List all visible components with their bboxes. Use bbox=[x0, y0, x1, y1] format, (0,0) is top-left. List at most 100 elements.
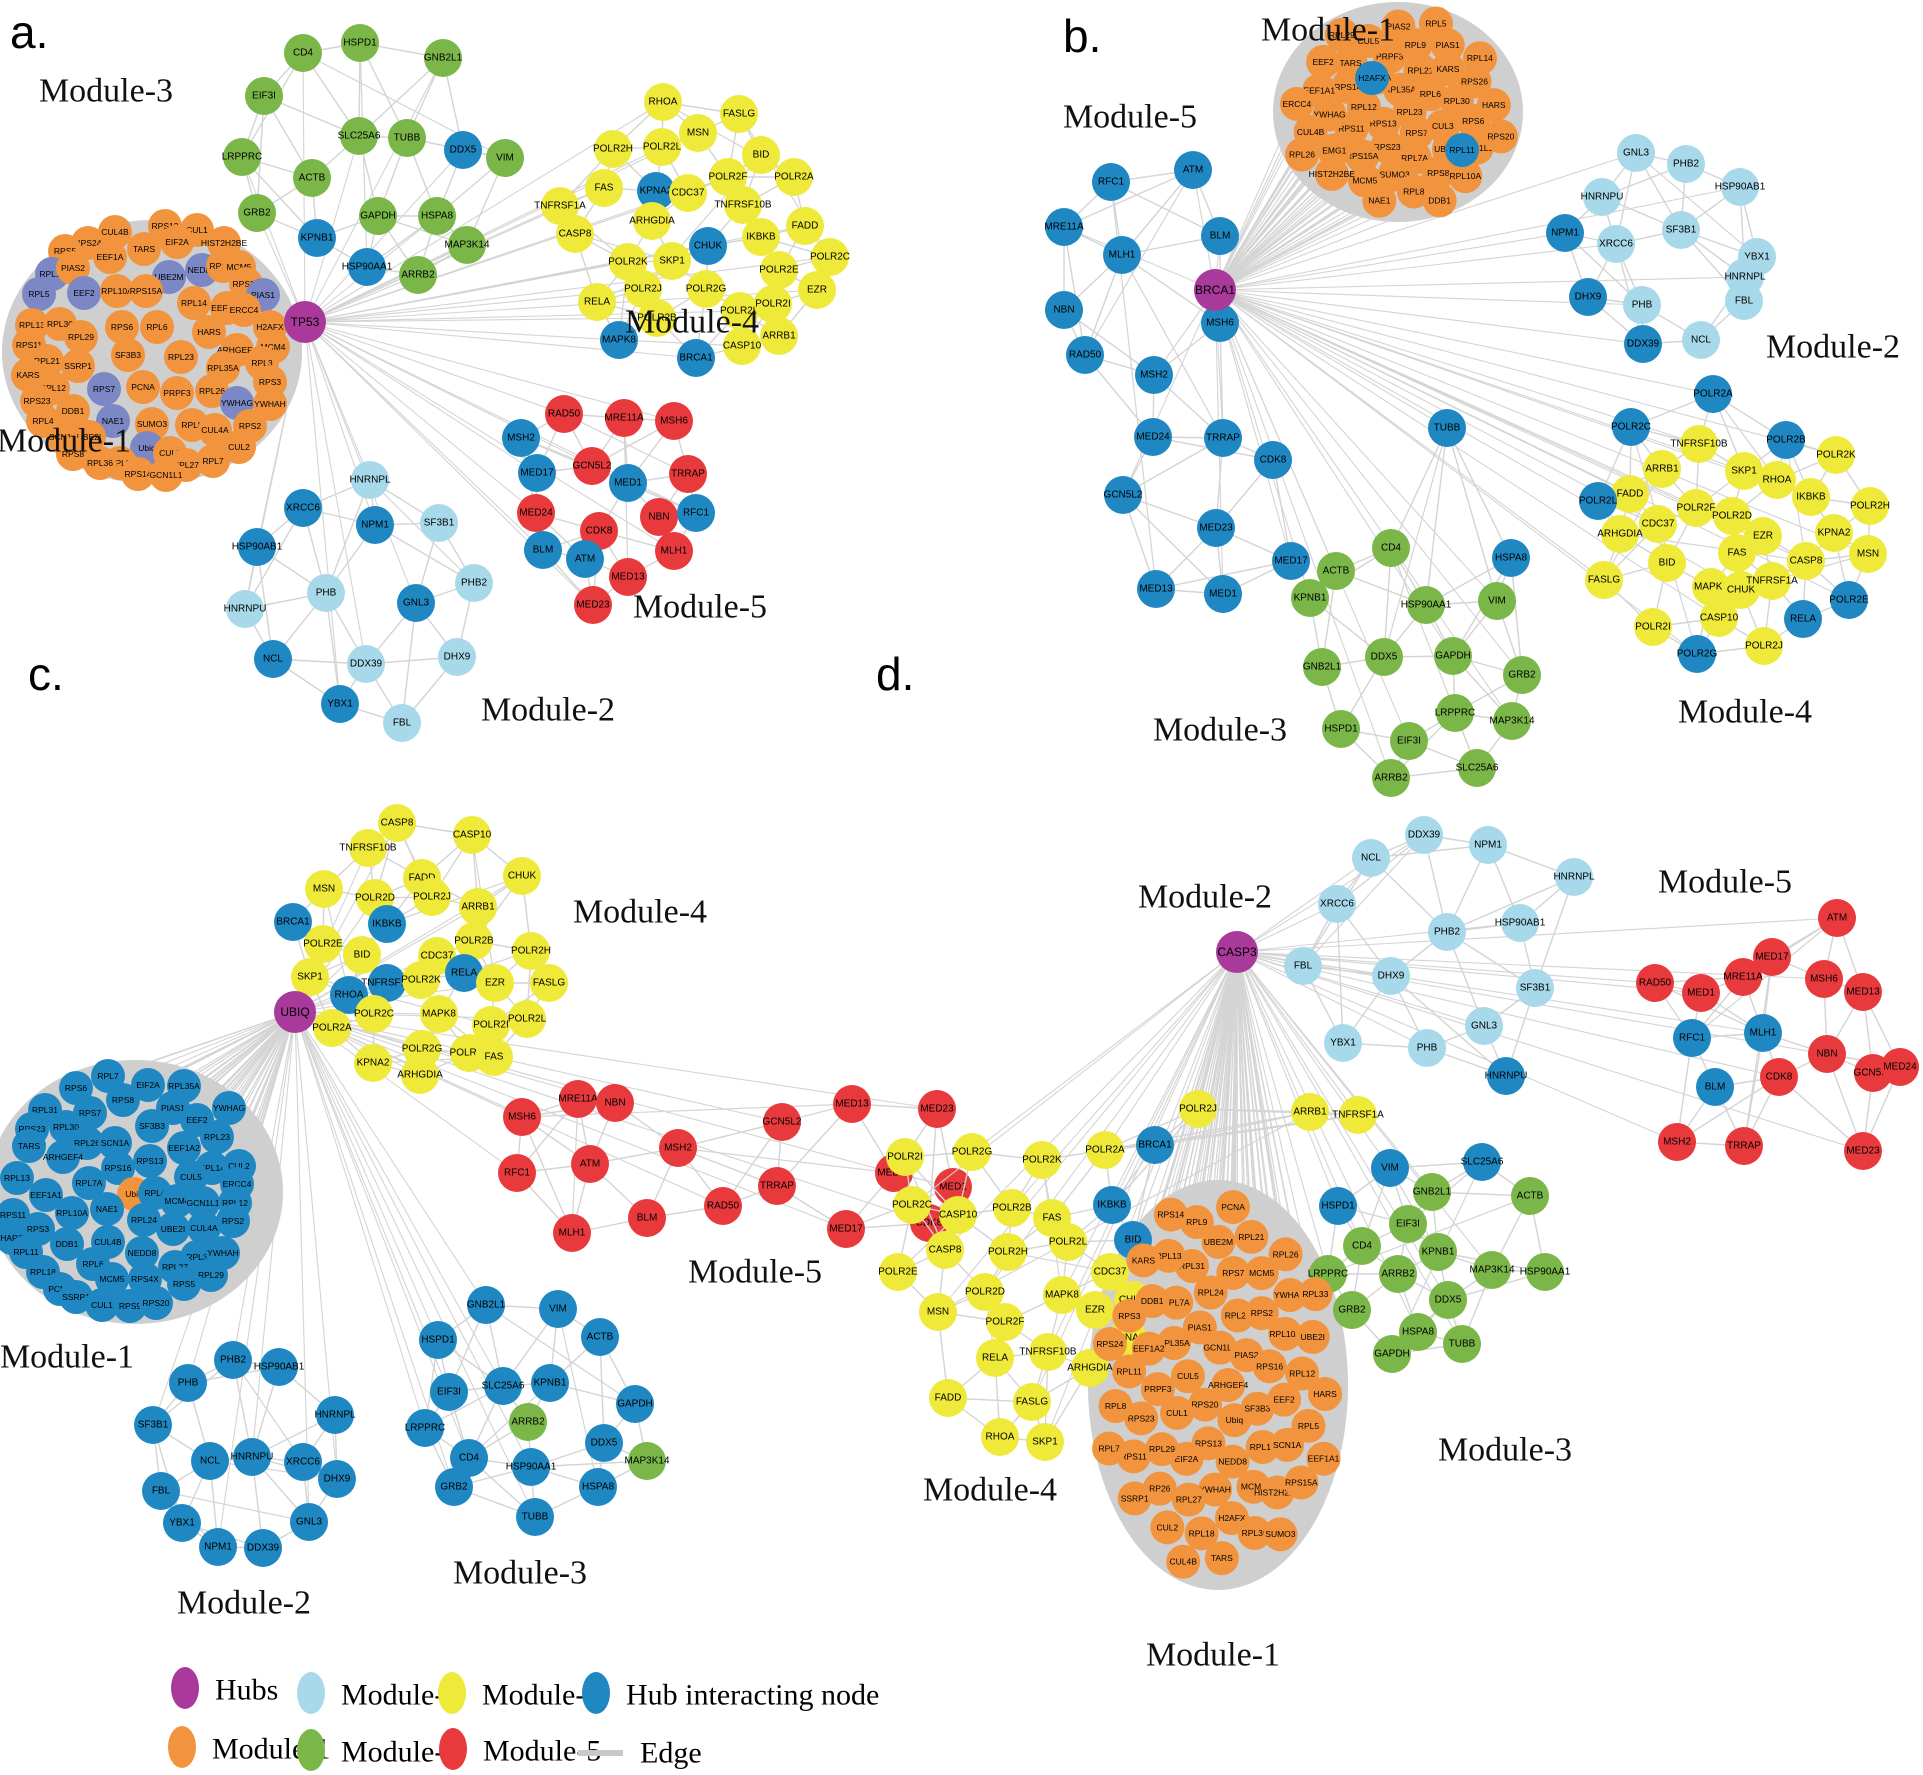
module-Module-4: CASP8 CASP10 TNFRSF10B FADD CHUK MSN POLR2D POL… bbox=[274, 804, 568, 1094]
node-UBE2I bbox=[156, 1212, 190, 1246]
hub-edge bbox=[294, 1011, 455, 1488]
node-label: DDB1 bbox=[1428, 195, 1451, 205]
node-ARRB2 bbox=[399, 256, 437, 294]
node-label: Ubiq bbox=[125, 1189, 143, 1199]
node-SF3B3 bbox=[111, 338, 145, 372]
node-label: MED1 bbox=[1209, 589, 1237, 600]
node-IKBKB bbox=[742, 218, 780, 256]
node-CUL2 bbox=[1150, 1510, 1185, 1545]
hub-edge bbox=[304, 261, 629, 323]
edge bbox=[1510, 557, 1523, 676]
legend-swatch-Module-4 bbox=[438, 1672, 466, 1714]
hub-edge bbox=[1214, 289, 1644, 345]
node-POLR2A bbox=[313, 1009, 351, 1047]
node-POLR2I bbox=[886, 1138, 924, 1176]
node-label: POLR2H bbox=[511, 946, 551, 957]
node-RPL7A bbox=[1159, 1285, 1194, 1320]
node-HARS bbox=[192, 315, 226, 349]
node-CASP8 bbox=[926, 1231, 964, 1269]
hub-edge bbox=[294, 1011, 310, 1523]
hub-edge bbox=[1214, 289, 1523, 676]
node-BID bbox=[742, 136, 780, 174]
node-HNRNPU bbox=[1487, 1057, 1525, 1095]
node-label: POLR2I bbox=[887, 1152, 923, 1163]
node-EEF1A1 bbox=[29, 1178, 63, 1212]
module-Module-3: CD4 HSPD1 GNB2L1 EIF3I SLC25A6 TUBB DDX5 VIM LRP… bbox=[222, 24, 524, 294]
node-MED23 bbox=[574, 586, 612, 624]
node-TARS bbox=[1204, 1541, 1239, 1576]
edge bbox=[1122, 437, 1224, 496]
edge bbox=[557, 1308, 599, 1488]
module-label: Module-1 bbox=[1261, 12, 1395, 49]
node-label: CASP10 bbox=[1700, 613, 1739, 624]
node-RHOA bbox=[1758, 461, 1796, 499]
node-RPS20 bbox=[1483, 119, 1518, 154]
node-CASP8 bbox=[556, 215, 594, 253]
node-label: HNRNPL bbox=[1553, 872, 1595, 883]
node-GNL3 bbox=[290, 1503, 328, 1541]
node-MED1 bbox=[1204, 575, 1242, 613]
node-CHUK bbox=[1722, 571, 1760, 609]
node-label: CDC37 bbox=[421, 951, 454, 962]
module-label: Module-3 bbox=[39, 73, 173, 110]
node-label: HARS bbox=[1482, 100, 1506, 110]
node-label: GNB2L1 bbox=[467, 1300, 506, 1311]
node-label: RPS15A bbox=[1346, 151, 1379, 161]
module-Module-2: GNL3 PHB2 HSP90AB1 HNRNPU NPM1 SF3B1 XRCC6 YBX1… bbox=[1546, 134, 1776, 363]
node-CUL2 bbox=[222, 430, 256, 464]
node-label: MLH1 bbox=[1109, 250, 1136, 261]
node-DHX9 bbox=[1569, 278, 1607, 316]
node-label: RPS7 bbox=[79, 1108, 101, 1118]
node-label: PCNA bbox=[1221, 1202, 1245, 1212]
node-TUBB bbox=[388, 119, 426, 157]
node-label: EIF2A bbox=[1175, 1454, 1199, 1464]
node-RPS15A bbox=[129, 274, 163, 308]
node-label: DDX5 bbox=[1371, 652, 1398, 663]
edge bbox=[325, 479, 371, 594]
node-IKBKB bbox=[368, 905, 406, 943]
node-SSRP1 bbox=[59, 1280, 93, 1314]
edge bbox=[401, 602, 417, 724]
edge bbox=[369, 479, 475, 584]
node-label: FBL bbox=[1735, 296, 1754, 307]
hub-edge bbox=[294, 1011, 487, 1306]
node-label: EEF2 bbox=[73, 288, 95, 298]
node-label: KPNB1 bbox=[1422, 1247, 1455, 1258]
node-MSH6 bbox=[503, 1098, 541, 1136]
node-label: RPS11 bbox=[16, 340, 43, 350]
node-FAS bbox=[1718, 534, 1756, 572]
node-label: DDX39 bbox=[1408, 830, 1441, 841]
node-CHUK bbox=[503, 857, 541, 895]
node-label: GNL3 bbox=[1623, 148, 1650, 159]
node-label: RPL27 bbox=[1176, 1495, 1202, 1505]
node-GNB2L1 bbox=[467, 1286, 505, 1324]
node-RPL21 bbox=[1234, 1219, 1269, 1254]
node-MLH1 bbox=[1744, 1014, 1782, 1052]
node-CASP10 bbox=[723, 327, 761, 365]
node-label: HSP90AA1 bbox=[1401, 600, 1452, 611]
node-label: POLR2F bbox=[986, 1317, 1025, 1328]
node-label: MED13 bbox=[1846, 987, 1880, 998]
node-HSP90AB1 bbox=[1501, 904, 1539, 942]
node-RPL7 bbox=[196, 444, 230, 478]
hub-edge bbox=[304, 149, 464, 323]
node-label: HNRNPU bbox=[231, 1452, 274, 1463]
node-label: POLR2C bbox=[1611, 422, 1651, 433]
node-TRRAP bbox=[1204, 419, 1242, 457]
node-label: RPS16 bbox=[105, 1163, 132, 1173]
node-MCM5 bbox=[1244, 1256, 1279, 1291]
node-label: PHB bbox=[1632, 300, 1653, 311]
hub-edge bbox=[294, 1011, 938, 1110]
node-RPS3 bbox=[1112, 1298, 1147, 1333]
node-BID bbox=[343, 936, 381, 974]
node-DDB1 bbox=[1422, 183, 1457, 218]
node-RELA bbox=[1784, 600, 1822, 638]
node-label: GRB2 bbox=[440, 1482, 468, 1493]
node-label: POLR2K bbox=[1816, 450, 1856, 461]
node-UBE2I bbox=[1295, 1319, 1330, 1354]
node-label: POLR2L bbox=[508, 1014, 547, 1025]
node-PHB bbox=[1408, 1029, 1446, 1067]
node-label: DDX39 bbox=[1627, 339, 1660, 350]
node-EIF2A bbox=[131, 1068, 165, 1102]
module-Module-1: RPL23RPS13RPL35ARPS7RPL12RPL6RPS23CUL4AC… bbox=[1279, 6, 1518, 218]
